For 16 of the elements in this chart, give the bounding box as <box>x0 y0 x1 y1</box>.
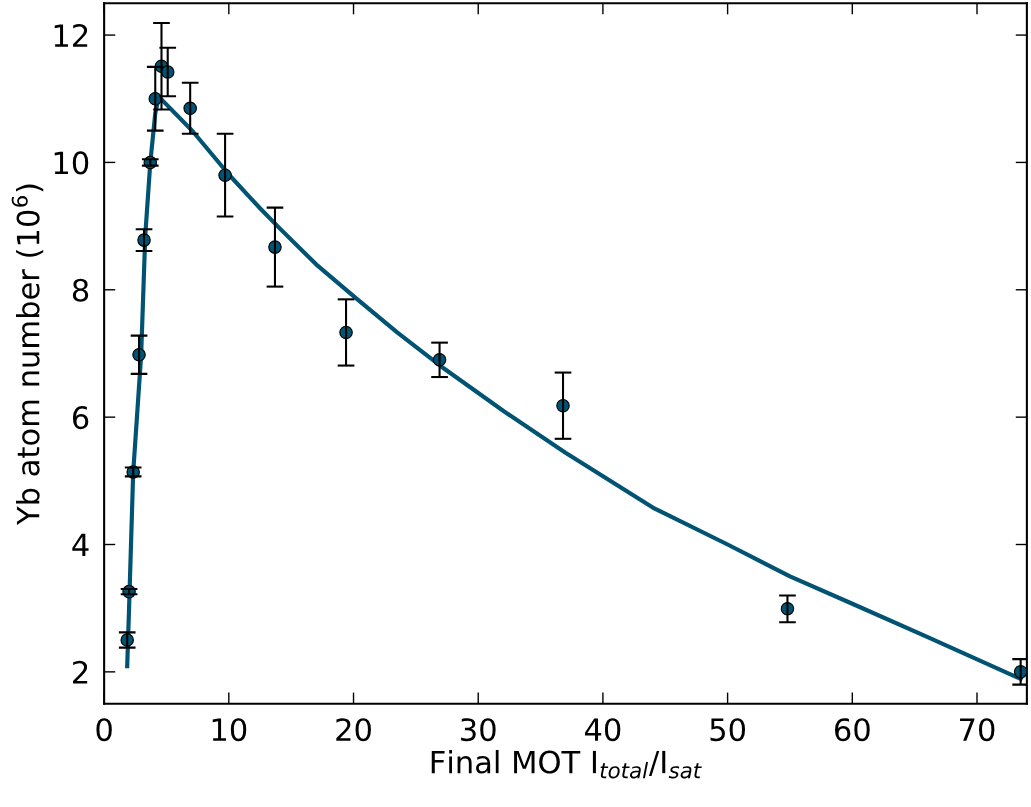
y-tick-label: 12 <box>54 24 88 47</box>
x-tick-label: 30 <box>461 718 496 742</box>
y-tick-label: 2 <box>73 660 88 684</box>
y-tick-label: 4 <box>72 533 89 557</box>
x-axis-title: Final MOT I$_{total}$/I$_{sat}$ <box>431 749 702 779</box>
y-tick-label: 8 <box>72 278 89 302</box>
x-tick-label: 20 <box>336 718 371 742</box>
x-tick-label: 60 <box>835 718 870 742</box>
x-tick-label: 50 <box>710 718 746 742</box>
x-tick-label: 10 <box>212 718 247 742</box>
y-axis-title: Yb atom number (10$^{6}$) <box>11 184 44 526</box>
x-tick-label: 40 <box>584 718 621 742</box>
y-tick-label: 6 <box>72 406 89 430</box>
x-tick-label: 0 <box>96 718 112 742</box>
x-tick-label: 70 <box>960 718 995 742</box>
y-tick-label: 10 <box>54 151 89 175</box>
